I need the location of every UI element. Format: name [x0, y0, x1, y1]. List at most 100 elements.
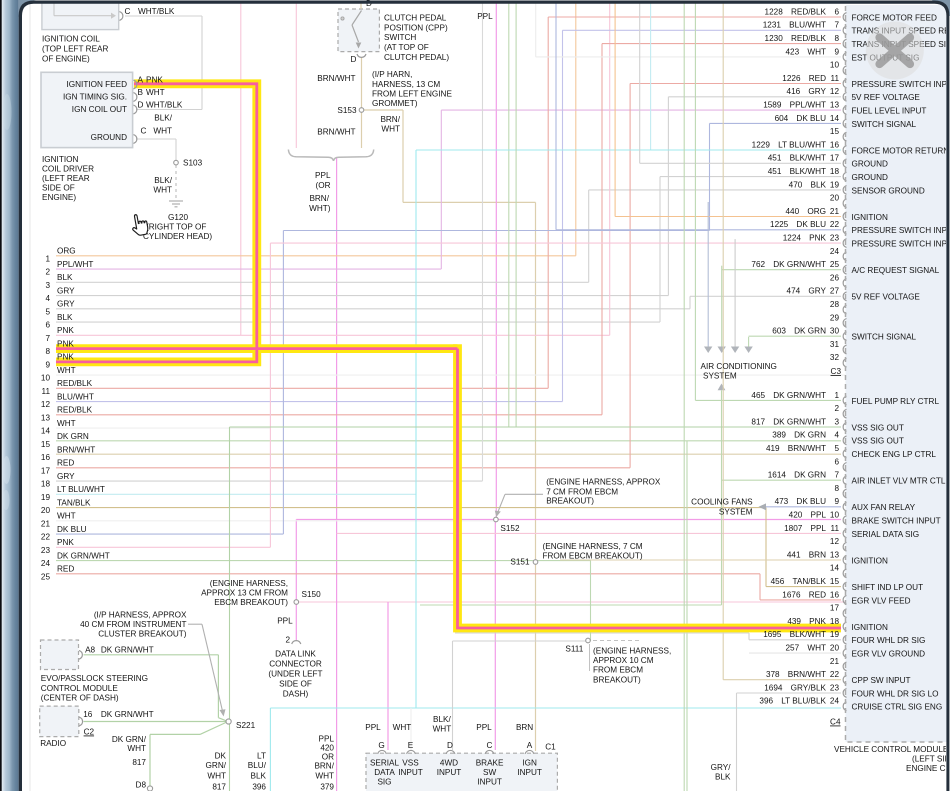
svg-text:INPUT: INPUT [437, 768, 462, 777]
svg-text:7: 7 [834, 471, 839, 480]
svg-text:8: 8 [834, 34, 839, 43]
svg-text:FORCE MOTOR FEED: FORCE MOTOR FEED [852, 13, 937, 22]
svg-text:817: 817 [212, 783, 226, 791]
svg-text:FUEL PUMP RLY CTRL: FUEL PUMP RLY CTRL [852, 397, 940, 406]
svg-text:A/C REQUEST SIGNAL: A/C REQUEST SIGNAL [852, 266, 940, 275]
svg-text:DATA LINK: DATA LINK [275, 649, 316, 658]
svg-text:4: 4 [834, 431, 839, 440]
svg-text:SYSTEM: SYSTEM [719, 508, 753, 517]
svg-text:30: 30 [830, 327, 840, 336]
svg-text:S152: S152 [500, 524, 520, 533]
svg-text:22: 22 [830, 670, 840, 679]
svg-text:451 BLK/WHT: 451 BLK/WHT [768, 167, 826, 176]
svg-text:1224 PNK: 1224 PNK [783, 234, 827, 243]
svg-text:PRESSURE SWITCH INPUT: PRESSURE SWITCH INPUT [852, 240, 950, 249]
svg-text:18: 18 [41, 480, 51, 489]
svg-text:GROMMET): GROMMET) [372, 99, 418, 108]
svg-text:BLK/: BLK/ [154, 176, 172, 185]
svg-text:IGN TIMING SIG.: IGN TIMING SIG. [63, 93, 127, 102]
svg-text:396 LT BLU/BLK: 396 LT BLU/BLK [759, 697, 826, 706]
svg-text:10: 10 [41, 374, 51, 383]
svg-text:CLUSTER BREAKOUT): CLUSTER BREAKOUT) [98, 630, 187, 639]
svg-text:VSS SIG OUT: VSS SIG OUT [852, 437, 904, 446]
svg-text:A: A [138, 76, 144, 85]
svg-text:INPUT: INPUT [477, 777, 502, 786]
svg-text:OR: OR [322, 752, 334, 761]
svg-text:WHT: WHT [57, 512, 76, 521]
svg-text:20: 20 [830, 644, 840, 653]
svg-text:441 BRN: 441 BRN [787, 550, 826, 559]
svg-text:WHT: WHT [381, 125, 400, 134]
svg-text:3: 3 [834, 417, 839, 426]
svg-text:TAN/BLK: TAN/BLK [57, 498, 91, 507]
svg-text:BLU/: BLU/ [248, 761, 267, 770]
svg-text:C: C [141, 127, 147, 136]
svg-text:SENSOR GROUND: SENSOR GROUND [852, 186, 925, 195]
svg-text:PPL/WHT: PPL/WHT [57, 260, 93, 269]
svg-text:BLK/: BLK/ [154, 114, 172, 123]
svg-text:FROM LEFT ENGINE: FROM LEFT ENGINE [372, 90, 452, 99]
svg-text:423 WHT: 423 WHT [786, 47, 827, 56]
svg-text:16: 16 [41, 453, 51, 462]
svg-text:817 DK GRN/WHT: 817 DK GRN/WHT [751, 417, 826, 426]
svg-text:BRN/: BRN/ [309, 194, 329, 203]
svg-text:SIG: SIG [377, 777, 391, 786]
svg-text:7: 7 [45, 334, 50, 343]
svg-text:22: 22 [830, 220, 840, 229]
svg-text:14: 14 [41, 427, 51, 436]
svg-text:VSS: VSS [402, 758, 419, 767]
svg-text:A8: A8 [85, 645, 95, 654]
svg-text:8: 8 [45, 347, 50, 356]
svg-text:465 DK GRN/WHT: 465 DK GRN/WHT [751, 391, 826, 400]
svg-text:23: 23 [41, 546, 51, 555]
svg-text:IGNITION: IGNITION [852, 556, 888, 565]
svg-text:WHT: WHT [315, 772, 334, 781]
svg-text:604 DK BLU: 604 DK BLU [775, 114, 827, 123]
svg-text:S150: S150 [302, 590, 322, 599]
svg-text:5V REF VOLTAGE: 5V REF VOLTAGE [852, 293, 921, 302]
svg-text:BRN/: BRN/ [314, 762, 334, 771]
svg-text:WHT: WHT [153, 186, 172, 195]
svg-text:2: 2 [834, 404, 839, 413]
svg-text:17: 17 [830, 604, 840, 613]
svg-text:PNK: PNK [57, 538, 74, 547]
svg-text:BREAKOUT): BREAKOUT) [593, 675, 641, 684]
svg-text:9: 9 [45, 360, 50, 369]
svg-text:SWITCH SIGNAL: SWITCH SIGNAL [852, 333, 917, 342]
svg-text:19: 19 [830, 630, 840, 639]
svg-text:BLK/: BLK/ [433, 715, 451, 724]
svg-text:LT: LT [257, 752, 266, 761]
svg-text:474 GRY: 474 GRY [787, 287, 827, 296]
svg-text:23: 23 [830, 234, 840, 243]
svg-text:12: 12 [830, 87, 840, 96]
svg-text:24: 24 [41, 559, 51, 568]
svg-text:26: 26 [830, 273, 840, 282]
svg-text:(I/P HARN,: (I/P HARN, [372, 70, 412, 79]
svg-text:CHECK ENG LP CTRL: CHECK ENG LP CTRL [852, 450, 937, 459]
svg-text:G: G [378, 741, 384, 750]
svg-text:GROUND: GROUND [852, 160, 888, 169]
svg-text:WHT: WHT [127, 744, 146, 753]
svg-text:BLK: BLK [57, 313, 73, 322]
svg-text:21: 21 [830, 207, 840, 216]
svg-text:12: 12 [41, 400, 51, 409]
svg-text:17: 17 [830, 154, 840, 163]
svg-text:8: 8 [834, 484, 839, 493]
svg-text:EVO/PASSLOCK STEERING: EVO/PASSLOCK STEERING [41, 674, 148, 683]
svg-text:420: 420 [320, 743, 334, 752]
svg-text:25: 25 [41, 572, 51, 581]
svg-text:APPROX 10 CM: APPROX 10 CM [593, 656, 654, 665]
svg-text:C: C [487, 741, 493, 750]
svg-text:DK GRN/WHT: DK GRN/WHT [101, 710, 154, 719]
svg-text:SERIAL DATA SIG: SERIAL DATA SIG [852, 530, 920, 539]
svg-text:INPUT: INPUT [398, 768, 423, 777]
svg-text:PRESSURE SWITCH INPUT: PRESSURE SWITCH INPUT [852, 80, 950, 89]
svg-text:456 TAN/BLK: 456 TAN/BLK [771, 577, 827, 586]
svg-text:24: 24 [830, 697, 840, 706]
svg-text:473 DK BLU: 473 DK BLU [775, 497, 827, 506]
svg-text:WHT: WHT [433, 724, 452, 733]
svg-text:D: D [138, 101, 144, 110]
svg-text:ENGINE COMPARTMENT): ENGINE COMPARTMENT) [906, 764, 950, 773]
svg-text:439 PNK: 439 PNK [787, 617, 826, 626]
svg-text:12: 12 [830, 537, 840, 546]
